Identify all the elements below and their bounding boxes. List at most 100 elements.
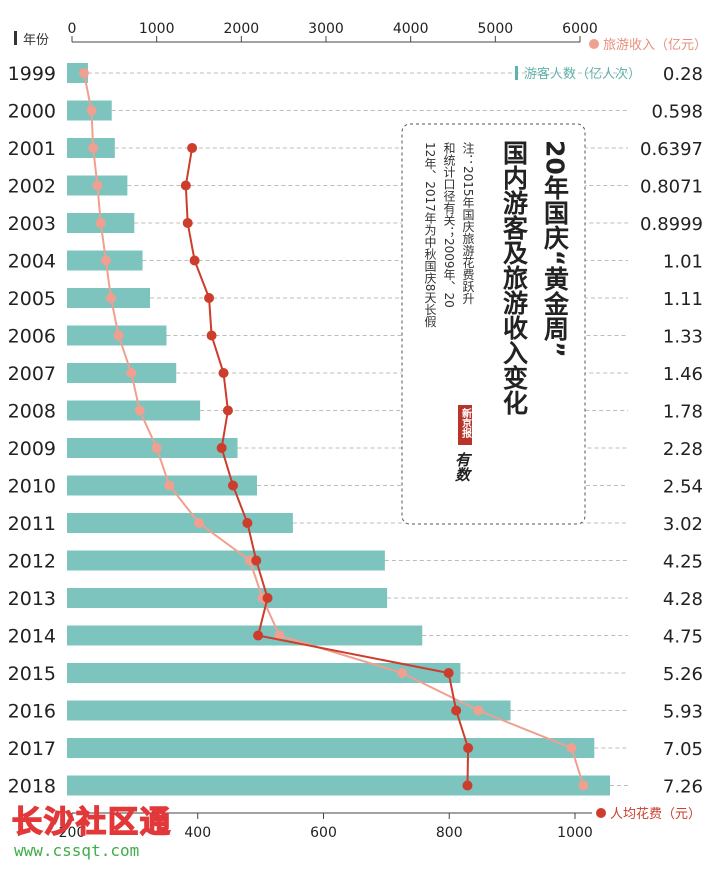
tourist-bar [67,588,388,608]
year-label: 2015 [8,663,56,685]
year-label: 2008 [8,401,56,423]
revenue-tick-label: 5000 [478,21,514,37]
spending-tick-label: 600 [310,825,337,841]
spending-tick-label: 800 [436,825,463,841]
spending-point [218,368,229,378]
revenue-line [82,72,585,786]
spending-point [253,630,264,641]
year-labels: 1999 2000 2001 2002 2003 2004 2005 2006 2007 2008… [8,63,56,798]
tourist-bar [67,550,385,571]
tourist-value-label: 1.46 [663,364,703,385]
revenue-point [151,443,162,453]
year-label: 2007 [8,363,56,385]
revenue-legend-dot [589,39,599,49]
tourist-value-labels: 0.28 0.598 0.6397 0.8071 0.8999 1.01 1.11 1.33 1… [640,64,703,798]
spending-point [180,180,191,191]
spending-point [189,255,200,266]
revenue-point [100,255,111,266]
year-axis-label: 年份 [23,33,49,48]
tourist-value-label: 1.11 [663,289,703,310]
chart-title-line2: 国内游客及旅游收入变化 [500,140,529,415]
tourists-legend: 游客人数（亿人次） [515,66,641,82]
revenue-point [86,105,97,116]
tourist-bar [67,475,257,496]
spending-point [216,443,227,453]
tourist-bar [67,400,201,421]
year-label: 2014 [8,626,56,648]
note-line2: 和统计口径有关；2009年、20 [442,142,456,308]
spending-point [451,705,462,716]
spending-point [462,780,473,791]
source-badge [458,405,472,445]
note-line3: 12年、2017年为中秋国庆8天长假 [423,142,437,328]
revenue-legend: 旅游收入（亿元） [589,38,707,53]
revenue-tick-label: 4000 [393,21,429,37]
revenue-tick-label: 0 [68,21,77,37]
revenue-point [164,480,175,491]
note-line1: 注：2015年国庆旅游花费跃升 [461,141,475,305]
tourist-value-label: 0.598 [651,102,703,123]
spending-point [206,330,217,341]
revenue-point [566,743,577,753]
revenue-point [113,330,124,341]
spending-tick-label: 1000 [557,825,593,841]
revenue-point [92,180,103,191]
revenue-tick-label: 2000 [224,21,260,37]
spending-point [251,555,262,566]
spending-legend: 人均花费（元） [596,806,701,822]
year-label: 2001 [8,138,56,160]
spending-legend-label: 人均花费（元） [610,806,701,822]
spending-axis: 200 400 600 800 1000 [59,812,593,841]
tourist-value-label: 1.78 [663,402,703,423]
year-label: 2005 [8,288,56,310]
source-badge-text: 新京报 [460,407,472,439]
tourist-bar [67,513,293,533]
revenue-point [134,405,145,416]
revenue-tick-label: 3000 [308,21,344,37]
year-label: 2011 [8,513,56,535]
year-label: 2016 [8,701,56,723]
year-axis-title: 年份 [14,31,49,48]
revenue-axis: 0 1000 2000 3000 4000 5000 6000 [68,21,598,43]
spending-point [222,405,233,416]
note-box: 20年国庆“黄金周” 国内游客及旅游收入变化 注：2015年国庆旅游花费跃升 和… [401,123,586,525]
tourist-bar [67,700,511,721]
revenue-point [105,293,116,303]
revenue-point [78,68,89,78]
year-label: 2012 [8,551,56,573]
year-label: 2010 [8,476,56,498]
tourist-value-label: 2.54 [663,477,703,498]
chart-title-line1: 20年国庆“黄金周” [541,140,571,358]
tourist-bar [67,625,423,646]
spending-line [184,147,470,786]
tourist-bar [67,63,88,83]
revenue-point [473,705,484,716]
spending-point [463,743,474,753]
spending-tick-label: 200 [59,825,86,841]
spending-legend-dot [596,808,606,818]
spending-point [187,143,198,153]
tourist-value-label: 0.8071 [640,177,703,198]
tourists-legend-label: 游客人数（亿人次） [524,66,641,82]
year-label: 2006 [8,326,56,348]
year-label: 2004 [8,251,56,273]
tourist-bar [67,663,461,683]
year-label: 2017 [8,738,56,760]
watermark: 长沙社区通 www.cssqt.com [11,804,171,860]
revenue-tick-label: 1000 [139,21,175,37]
tourist-bars [67,63,610,796]
year-label: 1999 [8,63,56,85]
tourist-value-label: 5.93 [663,702,703,723]
tourist-value-label: 2.28 [663,439,703,460]
tourist-value-label: 1.33 [663,327,703,348]
tourist-value-label: 3.02 [663,514,703,535]
year-label: 2003 [8,213,56,235]
tourist-value-label: 4.25 [663,552,703,573]
revenue-point [194,518,204,528]
year-label: 2002 [8,176,56,198]
tourist-value-label: 0.28 [663,64,703,85]
spending-tick-label: 400 [184,825,211,841]
spending-point [242,518,253,528]
spending-series [180,143,474,791]
revenue-point [578,780,589,791]
